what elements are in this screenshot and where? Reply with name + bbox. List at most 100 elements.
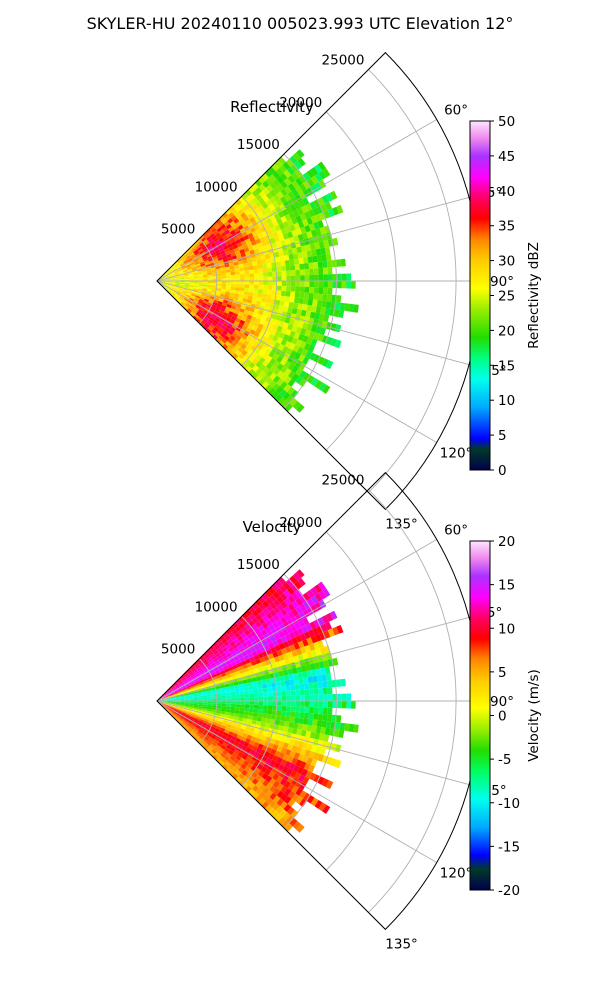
radar-cell — [175, 277, 180, 279]
radar-cell — [310, 604, 319, 613]
radar-cell — [282, 249, 289, 256]
radar-cell — [193, 277, 199, 280]
radar-cell — [292, 401, 302, 410]
radar-cell — [184, 283, 190, 285]
radar-cell — [300, 695, 305, 701]
radar-cell — [266, 228, 273, 235]
radar-cell — [197, 272, 203, 275]
colorbar-tick-label: -20 — [498, 883, 520, 899]
radar-cell — [269, 215, 277, 223]
radar-cell — [202, 738, 208, 743]
radar-cell — [284, 185, 292, 194]
radar-cell — [205, 314, 211, 319]
radar-cell — [165, 704, 170, 708]
radar-cell — [325, 721, 332, 729]
radar-cell — [251, 325, 258, 332]
radar-cell — [199, 298, 204, 303]
radar-cell — [221, 701, 227, 704]
radar-cell — [262, 779, 270, 787]
radar-cell — [160, 695, 165, 699]
radar-cell — [186, 668, 191, 673]
radar-cell — [175, 713, 181, 718]
radar-cell — [203, 277, 208, 280]
radar-cell — [193, 276, 199, 279]
radar-cell — [207, 285, 213, 288]
radar-cell — [222, 343, 229, 350]
radar-cell — [269, 318, 276, 325]
radar-cell — [230, 703, 236, 708]
radar-cell — [164, 286, 168, 290]
radar-cell — [299, 603, 307, 612]
radar-cell — [231, 347, 238, 354]
radar-cell — [266, 789, 274, 798]
radar-cell — [272, 281, 278, 286]
radar-cell — [258, 309, 264, 316]
radar-cell — [336, 624, 344, 634]
radar-cell — [189, 305, 195, 310]
radar-cell — [290, 291, 296, 298]
radar-cell — [276, 183, 285, 192]
radar-cell — [258, 204, 265, 212]
radar-cell — [265, 619, 273, 627]
radar-cell — [306, 651, 313, 659]
radar-cell — [201, 689, 207, 692]
radar-cell — [274, 299, 281, 306]
radar-cell — [296, 569, 305, 578]
radar-cell — [298, 774, 306, 783]
radar-cell — [206, 236, 212, 241]
radar-cell — [274, 580, 283, 589]
radar-cell — [230, 289, 235, 294]
radar-cell — [253, 708, 259, 713]
radar-cell — [170, 697, 176, 699]
radar-cell — [175, 283, 180, 286]
radar-cell — [340, 258, 346, 267]
radar-cell — [248, 782, 256, 789]
radar-cell — [240, 343, 247, 350]
radar-cell — [220, 288, 226, 292]
radar-cell — [287, 618, 295, 627]
radar-cell — [225, 686, 230, 691]
radar-cell — [314, 694, 319, 701]
radar-cell — [225, 706, 231, 710]
radar-cell — [224, 309, 230, 314]
radar-cell — [237, 209, 245, 216]
radar-cell — [318, 701, 324, 708]
radar-cell — [272, 755, 279, 762]
radar-cell — [291, 365, 299, 374]
radar-cell — [170, 698, 176, 700]
radar-cell — [163, 271, 168, 275]
radar-cell — [214, 737, 221, 743]
radar-cell — [166, 279, 171, 281]
radar-cell — [327, 208, 335, 217]
radar-cell — [212, 285, 217, 289]
radar-cell — [280, 801, 288, 810]
radar-cell — [318, 733, 325, 741]
radar-cell — [310, 338, 318, 347]
radar-cell — [161, 281, 167, 283]
radar-cell — [219, 264, 225, 269]
radar-cell — [261, 640, 269, 647]
radar-cell — [226, 275, 231, 279]
radar-cell — [193, 694, 199, 697]
radar-cell — [172, 688, 177, 692]
radar-cell — [254, 767, 261, 775]
radar-cell — [174, 272, 179, 275]
radar-cell — [232, 664, 239, 670]
radar-cell — [184, 693, 189, 696]
radar-cell — [172, 267, 177, 271]
radar-cell — [274, 644, 281, 652]
radar-cell — [237, 680, 244, 685]
radar-cell — [295, 787, 303, 796]
radar-cell — [233, 758, 240, 764]
radar-cell — [246, 633, 254, 640]
radar-cell — [265, 775, 273, 783]
radar-cell — [167, 269, 172, 273]
radar-cell — [323, 281, 328, 288]
radar-cell — [262, 713, 268, 719]
radar-cell — [185, 254, 190, 259]
radar-cell — [306, 250, 313, 258]
radar-cell — [171, 686, 176, 690]
radar-cell — [269, 174, 277, 182]
radar-cell — [163, 691, 168, 695]
radar-cell — [165, 284, 170, 287]
